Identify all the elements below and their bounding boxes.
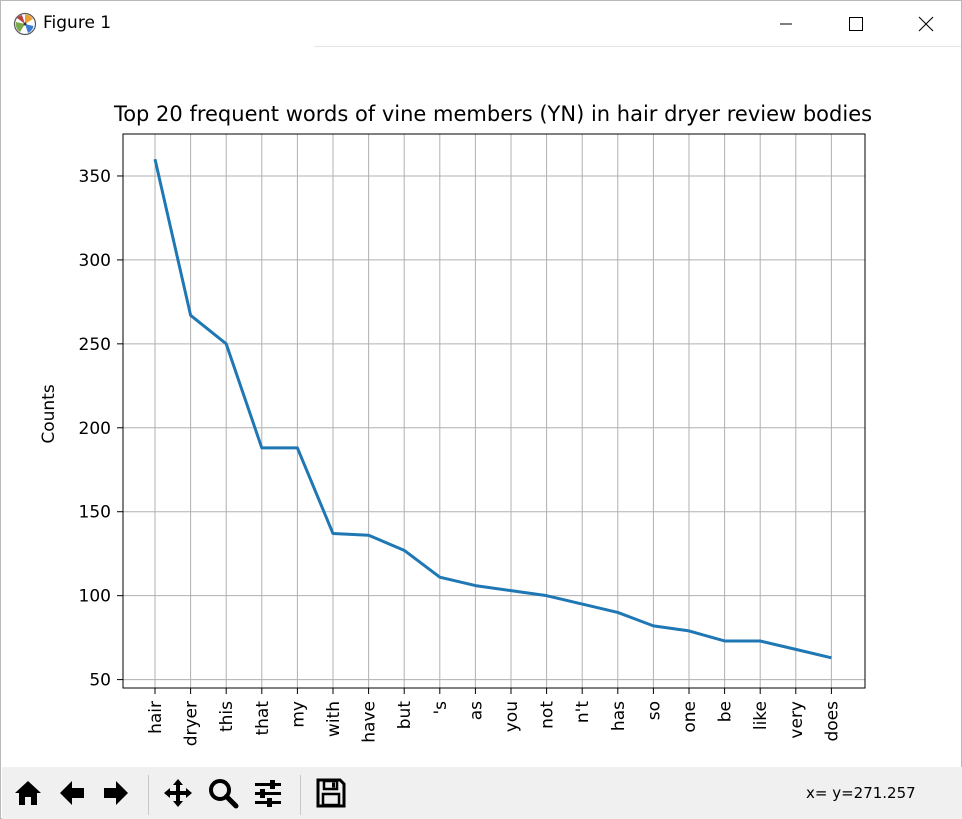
pan-button[interactable] [160,777,196,813]
matplotlib-icon [13,12,37,36]
x-tick-label: you [502,701,522,732]
x-tick-label: very [787,701,807,739]
x-tick-label: that [253,701,273,736]
y-axis-label: Counts [39,384,59,443]
y-tick-label: 250 [79,335,111,355]
x-tick-label: has [609,701,629,731]
zoom-button[interactable] [205,777,241,813]
x-tick-label: like [751,701,771,730]
window-title: Figure 1 [43,13,112,33]
magnifier-icon [207,777,239,813]
maximize-icon [848,16,864,32]
cursor-coordinates: x= y=271.257 [806,784,916,802]
close-button[interactable] [891,1,961,47]
series-line-layer [153,158,832,660]
configure-subplots-button[interactable] [250,777,286,813]
home-icon [12,777,44,813]
grid-lines [123,134,865,688]
floppy-disk-icon [315,777,347,813]
x-tick-label: be [716,701,736,722]
x-tick-label: this [217,701,237,732]
close-icon [918,16,934,32]
minimize-button[interactable] [751,1,821,47]
maximize-button[interactable] [821,1,891,47]
x-tick-label: as [466,701,486,720]
x-tick-label: my [288,701,308,728]
y-axis-ticks: 50 100 150 200 250 300 350 [79,167,123,691]
x-tick-label: but [395,701,415,730]
x-axis-ticks: hair dryer this that my with have but 's as you not… [146,688,842,746]
save-button[interactable] [313,777,349,813]
y-tick-label: 300 [79,251,111,271]
forward-button[interactable] [98,777,134,813]
chart-title: Top 20 frequent words of vine members (Y… [113,102,872,126]
series-line [153,158,832,660]
move-icon [162,777,194,813]
toolbar-separator [148,775,149,815]
line-chart: Top 20 frequent words of vine members (Y… [39,102,872,746]
y-tick-label: 200 [79,419,111,439]
y-tick-label: 100 [79,587,111,607]
toolbar-separator [300,775,301,815]
x-tick-label: so [644,701,664,720]
arrow-left-icon [56,777,88,813]
x-tick-label: 's [431,701,451,715]
sliders-icon [252,777,284,813]
axes-frame [122,133,866,689]
x-tick-label: one [680,701,700,733]
x-tick-label: not [538,701,558,729]
navigation-toolbar: x= y=271.257 [2,767,962,819]
figure-canvas[interactable]: Top 20 frequent words of vine members (Y… [1,47,962,767]
home-button[interactable] [10,777,46,813]
back-button[interactable] [54,777,90,813]
y-tick-label: 150 [79,503,111,523]
y-tick-label: 50 [89,671,111,691]
x-tick-label: does [822,701,842,742]
arrow-right-icon [100,777,132,813]
x-tick-label: n't [573,701,593,723]
x-tick-label: have [360,701,380,743]
minimize-icon [779,17,793,31]
x-tick-label: with [324,701,344,737]
x-tick-label: dryer [182,701,202,746]
y-tick-label: 350 [79,167,111,187]
title-divider [314,46,961,47]
title-bar[interactable]: Figure 1 [1,1,961,47]
x-tick-label: hair [146,701,166,734]
